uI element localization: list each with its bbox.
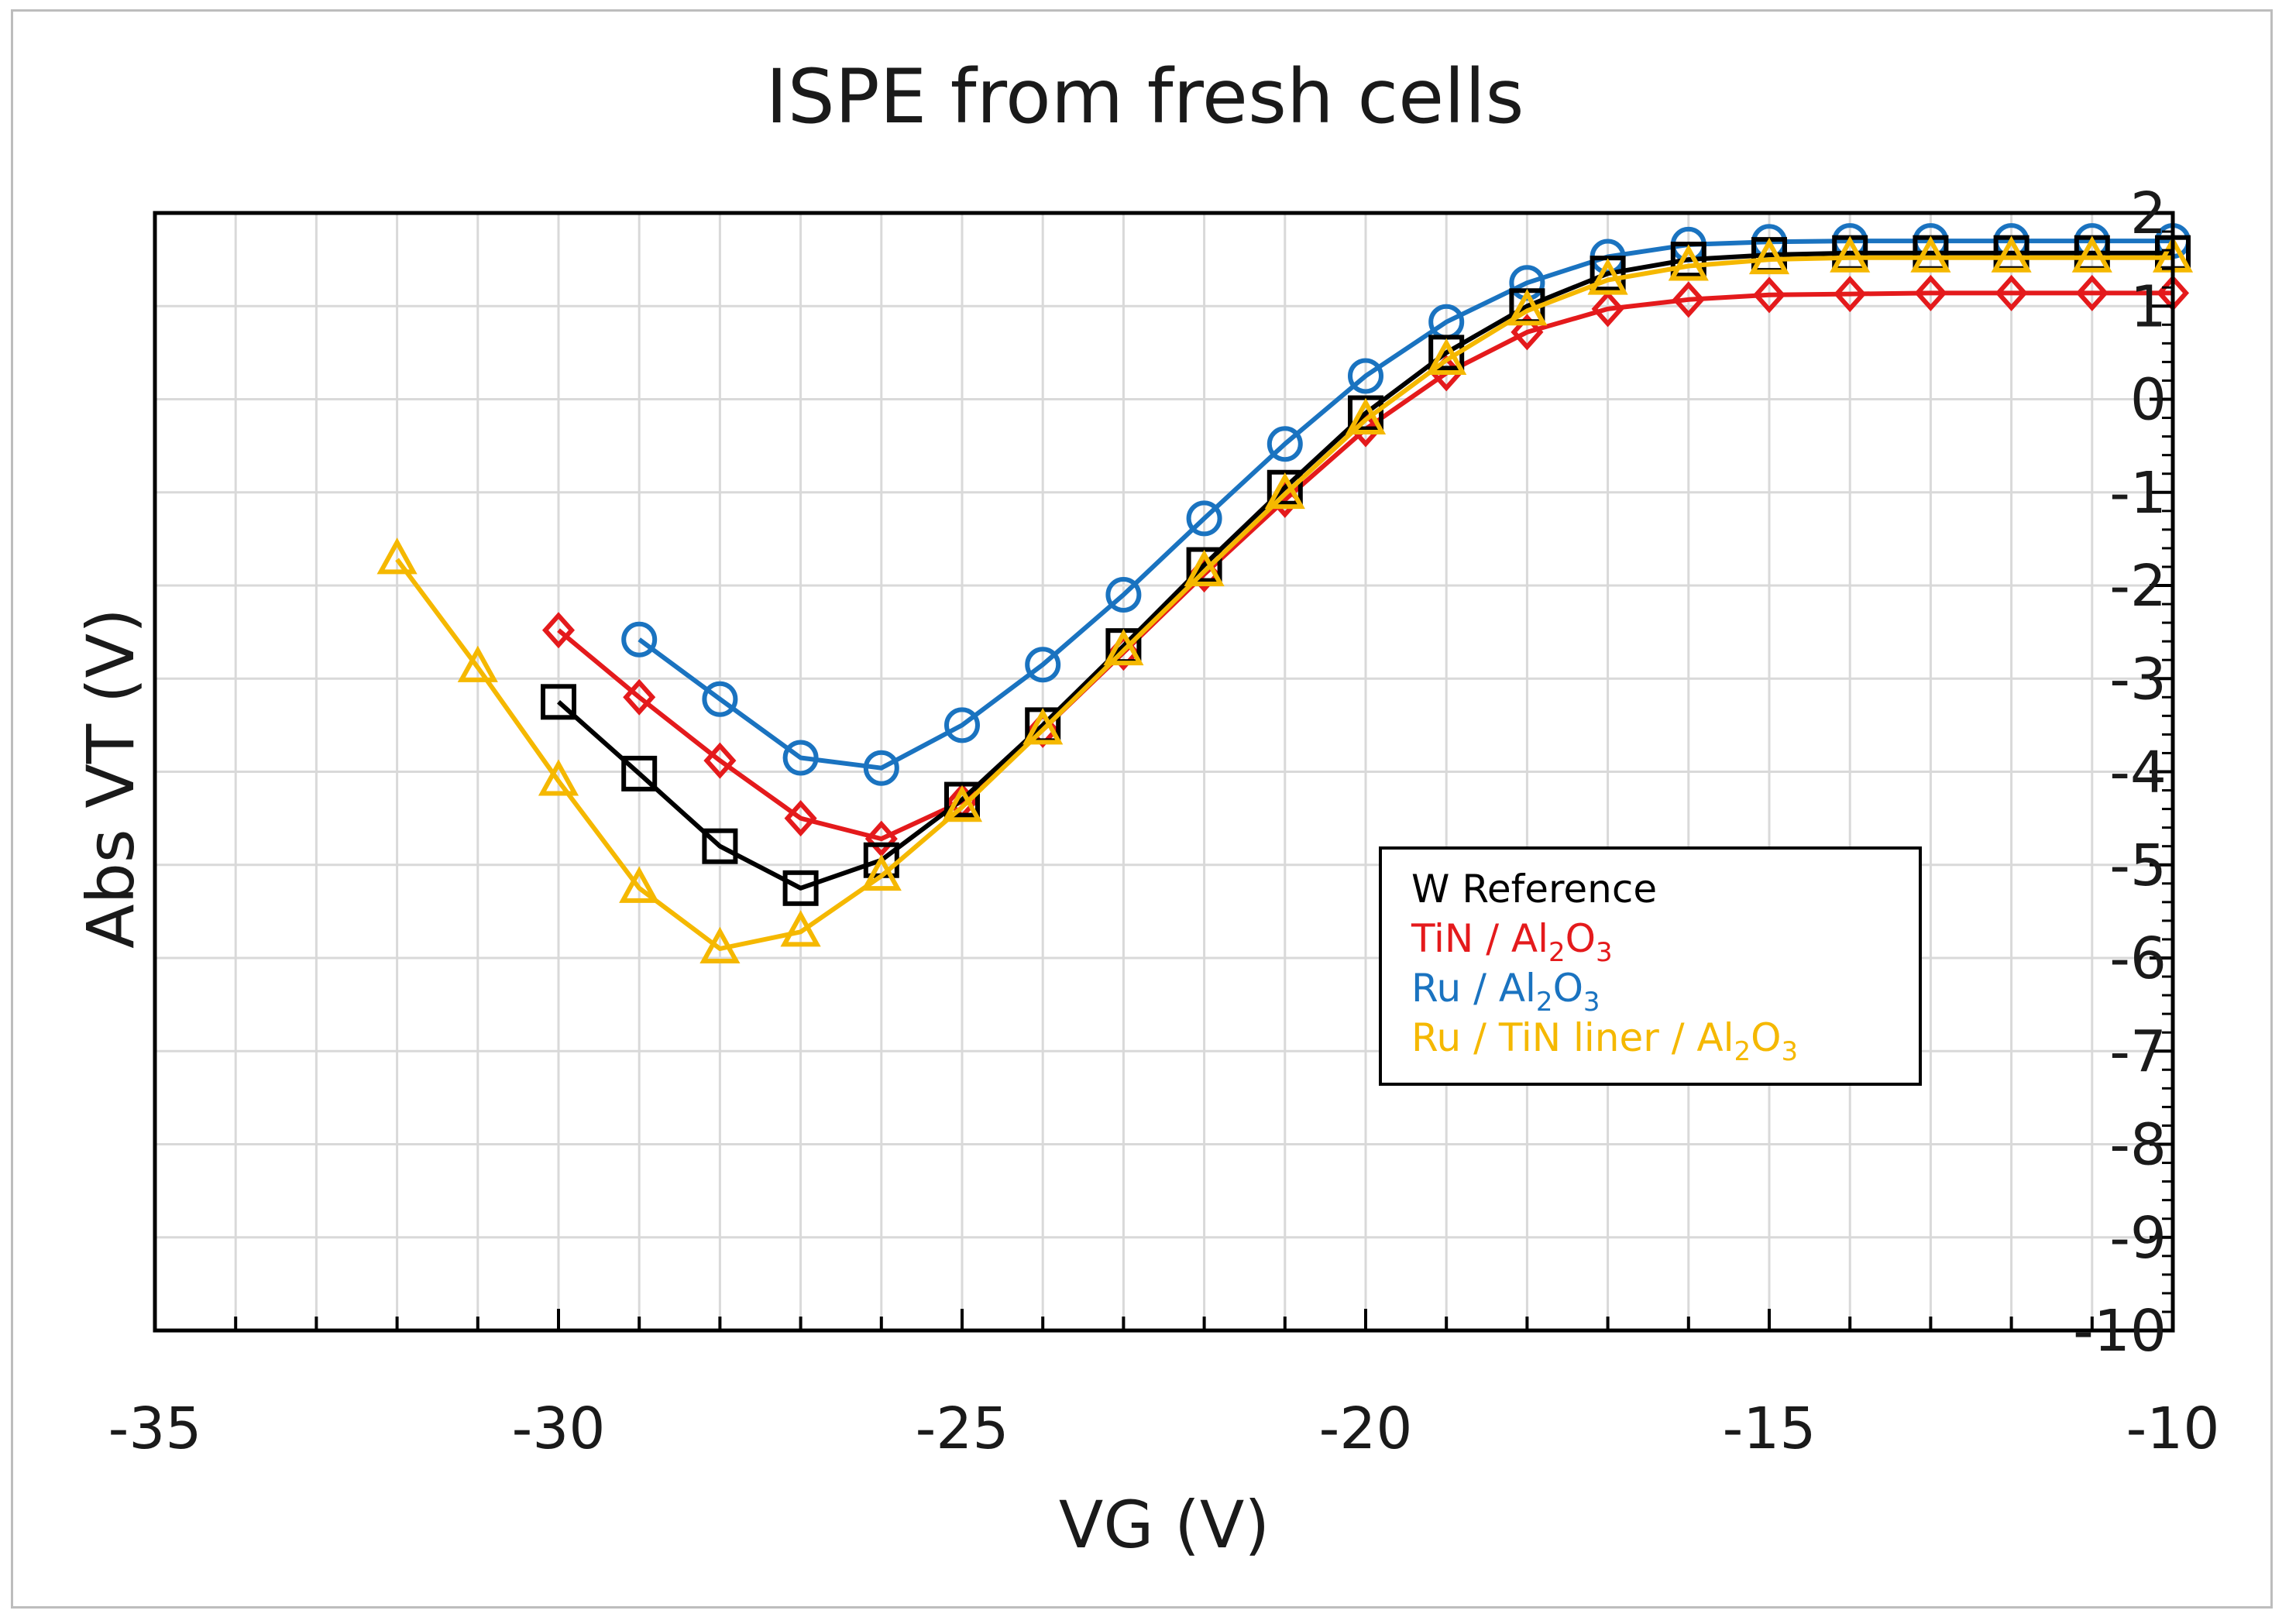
data-point <box>1022 708 1064 745</box>
data-point <box>2075 274 2109 311</box>
data-point <box>541 684 576 720</box>
data-point <box>1507 289 1548 326</box>
data-point <box>1264 472 1305 510</box>
x-axis: -35 -30 -25 -20 -15 -10 <box>108 1309 2220 1462</box>
data-point <box>1672 281 1705 318</box>
legend-entry: Ru / TiN liner / Al2O3 <box>1411 1015 1798 1067</box>
data-point <box>1348 358 1383 394</box>
y-tick-label: -10 <box>2073 1298 2167 1365</box>
grid <box>153 211 2174 1332</box>
x-tick-label: -15 <box>1723 1396 1816 1462</box>
data-point <box>699 926 741 963</box>
data-point <box>2071 235 2112 273</box>
data-point <box>1991 235 2032 273</box>
series-line <box>395 255 2173 951</box>
series-line <box>557 250 2173 891</box>
data-point <box>1025 647 1061 683</box>
data-point <box>1670 242 1706 278</box>
series-triangle <box>376 235 2194 963</box>
data-point <box>621 755 658 791</box>
data-point <box>1345 397 1387 434</box>
y-tick-label: -8 <box>2109 1112 2167 1179</box>
data-point <box>1186 500 1222 537</box>
data-point <box>944 781 980 818</box>
data-point <box>1830 235 1871 273</box>
legend-entry: TiN / Al2O3 <box>1411 916 1613 968</box>
data-point <box>1267 469 1303 506</box>
data-point <box>780 910 821 947</box>
data-point <box>1511 314 1544 351</box>
data-point <box>1834 276 1867 313</box>
y-tick-label: 0 <box>2130 367 2167 434</box>
x-tick-label: -35 <box>108 1396 202 1462</box>
data-point <box>863 750 899 786</box>
data-point <box>782 870 819 906</box>
data-point <box>1914 274 1947 311</box>
data-point <box>1748 237 1790 275</box>
data-point <box>1105 577 1142 613</box>
y-tick-label: -5 <box>2109 833 2167 899</box>
x-tick-label: -20 <box>1319 1396 1413 1462</box>
data-point <box>944 707 980 743</box>
y-tick-label: -6 <box>2109 925 2167 992</box>
data-point <box>702 828 738 864</box>
data-point <box>621 621 658 657</box>
data-point <box>702 681 738 717</box>
y-axis: 2 1 0 -1 -2 -3 -4 -5 -6 -7 -8 -9 -10 <box>2073 180 2173 1365</box>
data-point <box>1752 276 1786 314</box>
chart-frame <box>11 9 2273 1609</box>
x-tick-label: -25 <box>916 1396 1009 1462</box>
x-tick-label: -30 <box>512 1396 606 1462</box>
x-axis-label: VG (V) <box>1059 1487 1270 1563</box>
data-point <box>784 800 817 837</box>
y-tick-label: -7 <box>2109 1018 2167 1085</box>
data-point <box>782 740 819 776</box>
y-axis-label: Abs VT (V) <box>73 608 149 949</box>
data-point <box>376 537 418 575</box>
data-point <box>864 820 898 857</box>
y-tick-label: 2 <box>2130 180 2167 247</box>
y-tick-label: -1 <box>2109 460 2167 527</box>
legend-entry: W Reference <box>1411 867 1657 912</box>
legend-box <box>1379 846 1922 1086</box>
data-point <box>1587 258 1628 295</box>
data-point <box>1267 426 1303 462</box>
data-point <box>941 785 983 822</box>
data-point <box>1995 274 2028 311</box>
data-point <box>1184 549 1225 586</box>
data-point <box>619 866 660 903</box>
x-tick-label: -10 <box>2126 1396 2220 1462</box>
data-point <box>623 678 656 716</box>
data-point <box>1186 547 1222 583</box>
y-tick-label: 1 <box>2130 273 2167 340</box>
data-point <box>1348 395 1383 431</box>
data-point <box>1668 244 1709 281</box>
y-tick-label: -3 <box>2109 646 2167 712</box>
data-point <box>861 853 902 891</box>
y-tick-label: -2 <box>2109 553 2167 620</box>
data-point <box>1590 256 1626 292</box>
y-tick-label: -4 <box>2109 740 2167 806</box>
data-point <box>1103 628 1144 666</box>
data-point <box>541 612 576 649</box>
series-layer <box>376 223 2194 963</box>
data-point <box>457 645 498 682</box>
series-line <box>638 239 2173 771</box>
legend-entry: Ru / Al2O3 <box>1411 966 1600 1018</box>
data-point <box>1426 338 1467 375</box>
y-tick-label: -9 <box>2109 1205 2167 1272</box>
data-point <box>703 742 737 779</box>
data-point <box>1910 235 1951 273</box>
data-point <box>1591 290 1624 328</box>
data-point <box>538 759 579 796</box>
series-circle <box>621 223 2191 786</box>
chart-title: ISPE from fresh cells <box>765 53 1524 140</box>
